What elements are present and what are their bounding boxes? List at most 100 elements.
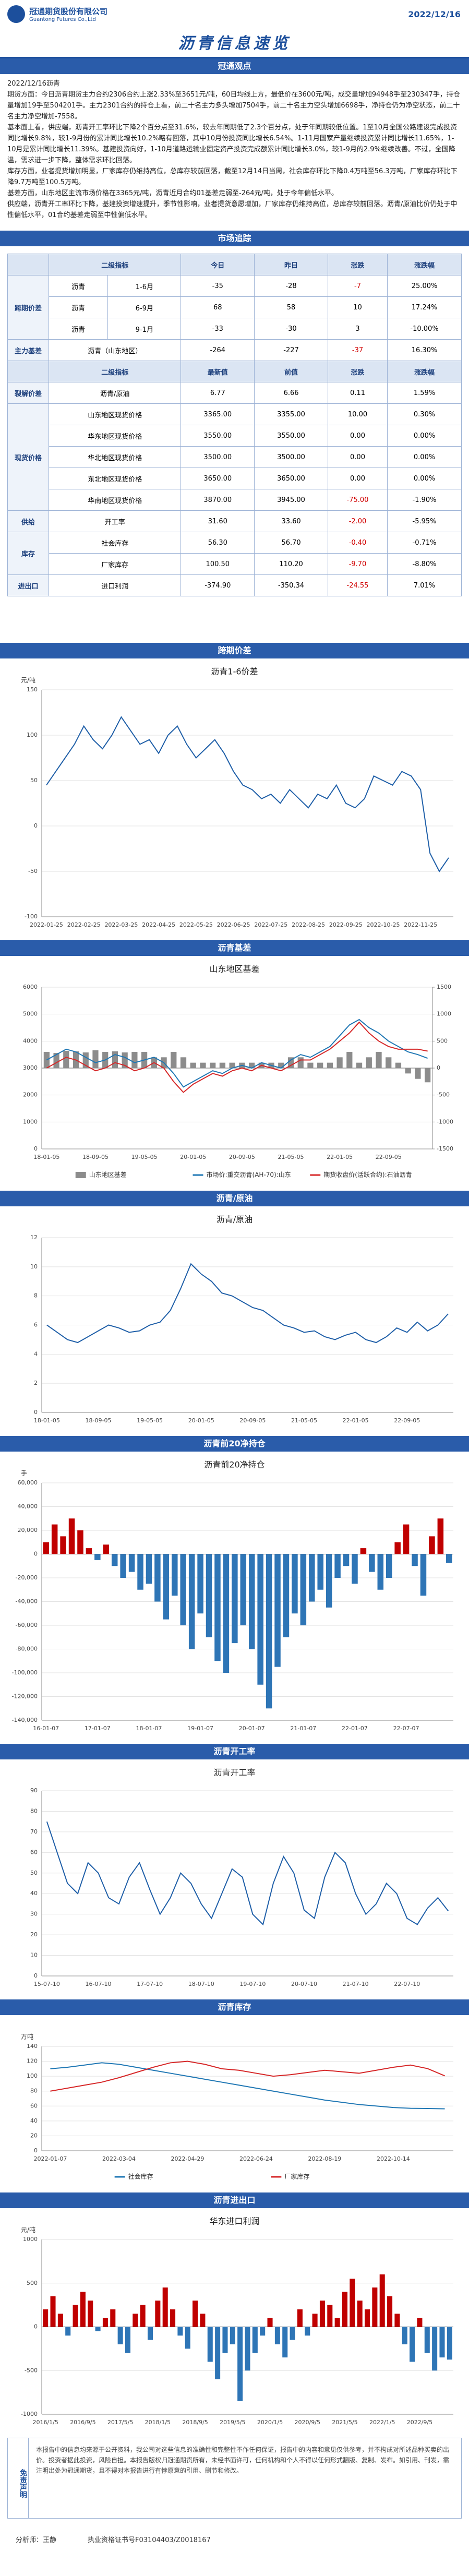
table-cell: -33: [181, 318, 255, 340]
chart-title: 山东地区基差: [209, 964, 259, 974]
bar: [88, 2301, 93, 2327]
bar: [334, 1554, 341, 1578]
y-tick-label: 5000: [23, 1011, 38, 1017]
chart-title: 沥青1-6价差: [211, 667, 258, 677]
x-tick-label: 2020/1/5: [257, 2419, 283, 2426]
bar: [190, 1062, 196, 1068]
y-tick-label: -1000: [21, 2411, 38, 2417]
x-tick-label: 17-07-10: [137, 1981, 163, 1987]
bar: [439, 2327, 445, 2358]
unit-label: 元/吨: [21, 677, 35, 684]
header-cell: 今日: [181, 254, 255, 275]
bar: [350, 2279, 355, 2327]
chart: 沥青开工率 0 10 20 30 40 50 60 70 80 90 15-07-10 16-07-10…: [30, 1768, 453, 1987]
bar: [117, 2327, 123, 2344]
x-tick-label: 20-01-07: [239, 1725, 265, 1732]
table-cell: 31.60: [181, 510, 255, 532]
y-tick-label: 6000: [23, 984, 38, 990]
section-bar: 市场追踪: [0, 231, 469, 246]
x-tick-label: 18-09-05: [82, 1154, 109, 1160]
x-tick-label: 18-01-05: [34, 1417, 60, 1424]
bar: [50, 2296, 56, 2327]
bar: [317, 1554, 323, 1590]
y-tick-label: 50: [30, 777, 38, 784]
group-cell: 裂解价差: [7, 382, 49, 404]
bar: [128, 1554, 135, 1572]
y2-tick-label: 1500: [437, 984, 451, 990]
bar: [366, 1057, 372, 1068]
table-row: 华南地区现货价格 3870.00 3945.00 -75.00 -1.90%: [8, 489, 462, 511]
section-bar: 沥青开工率: [0, 1744, 469, 1759]
x-tick-label: 22-01-07: [342, 1725, 368, 1732]
company: 冠通期货股份有限公司 Guantong Futures Co.,Ltd: [29, 6, 107, 22]
x-tick-label: 2018/1/5: [145, 2419, 171, 2426]
bar: [387, 2296, 393, 2327]
x-tick-label: 2022-05-25: [179, 921, 213, 928]
y-tick-label: 80: [30, 1807, 38, 1814]
table-wrap: 二级指标 今日 昨日 涨跌 涨跌幅 跨期价差 沥青 1-6月 -35 -28 -7 25.00% 沥青 6…: [0, 246, 469, 643]
table-cell: 1.59%: [387, 382, 462, 404]
company-cn: 冠通期货股份有限公司: [29, 7, 108, 16]
bar: [405, 1068, 411, 1074]
y2-tick-label: 1000: [437, 1011, 451, 1017]
header-cell: 昨日: [254, 254, 328, 275]
table-cell: 33.60: [254, 510, 328, 532]
y-tick-label: 60: [30, 1849, 38, 1855]
section-bar: 沥青进出口: [0, 2192, 469, 2208]
table-cell: -9.70: [327, 553, 388, 575]
table-cell: 0.00: [327, 425, 388, 447]
header: 冠通期货股份有限公司 Guantong Futures Co.,Ltd 2022…: [0, 0, 469, 58]
bar: [131, 1052, 138, 1068]
table-cell: 3355.00: [254, 403, 328, 425]
x-tick-label: 20-09-05: [229, 1154, 255, 1160]
y-tick-label: -60,000: [16, 1622, 38, 1628]
x-tick-label: 2022-06-25: [217, 921, 250, 928]
x-tick-label: 2022-08-25: [292, 921, 325, 928]
x-tick-label: 2022-10-25: [367, 921, 400, 928]
y-tick-label: 60,000: [18, 1479, 38, 1486]
bar: [112, 1051, 118, 1068]
date: 2022/12/16: [408, 9, 461, 19]
bar: [305, 2327, 310, 2336]
table-cell: -37: [327, 339, 388, 361]
y-tick-label: 20: [30, 1931, 38, 1938]
chart-title: 沥青/原油: [217, 1215, 252, 1225]
x-tick-label: 18-01-07: [136, 1725, 162, 1732]
x-tick-label: 2022-01-07: [33, 2155, 67, 2162]
group-cell: 跨期价差: [7, 275, 49, 340]
x-tick-label: 19-05-05: [137, 1417, 163, 1424]
table-cell: 3500.00: [181, 446, 255, 468]
table-cell: 华南地区现货价格: [48, 489, 182, 511]
bar: [252, 2327, 258, 2353]
bar: [125, 2327, 130, 2353]
header-row: 二级指标 今日 昨日 涨跌 涨跌幅: [7, 254, 462, 275]
bar: [219, 1062, 226, 1068]
bar: [312, 2314, 318, 2327]
x-tick-label: 2022-04-25: [142, 921, 175, 928]
table-cell: -0.71%: [387, 532, 462, 554]
header-cell: 涨跌: [327, 361, 388, 382]
y2-tick-label: -1500: [437, 1145, 453, 1152]
unit-label: 手: [21, 1470, 27, 1477]
y-tick-label: -100,000: [12, 1669, 38, 1676]
y-tick-label: 100: [27, 2072, 38, 2079]
table-cell: 华东地区现货价格: [48, 425, 182, 447]
y-tick-label: 0: [34, 2323, 38, 2330]
x-tick-label: 22-01-05: [327, 1154, 353, 1160]
bar: [342, 2292, 348, 2327]
disclaimer: 免责声明 本报告中的信息均来源于公开资料，我公司对这些信息的准确性和完整性不作任…: [7, 2438, 462, 2519]
x-tick-label: 22-07-10: [394, 1981, 420, 1987]
bar: [92, 1050, 99, 1068]
y-tick-label: 0: [34, 1551, 38, 1557]
table-row: 沥青 9-1月 -33 -30 3 -10.00%: [8, 318, 462, 340]
y-tick-label: 4: [34, 1350, 38, 1357]
x-tick-label: 2022-08-19: [308, 2155, 341, 2162]
bar: [274, 2327, 280, 2344]
y-tick-label: 2000: [23, 1092, 38, 1098]
bar: [417, 2318, 423, 2327]
bar: [402, 2327, 407, 2344]
x-tick-label: 19-07-10: [239, 1981, 266, 1987]
table-cell: -28: [254, 275, 328, 297]
